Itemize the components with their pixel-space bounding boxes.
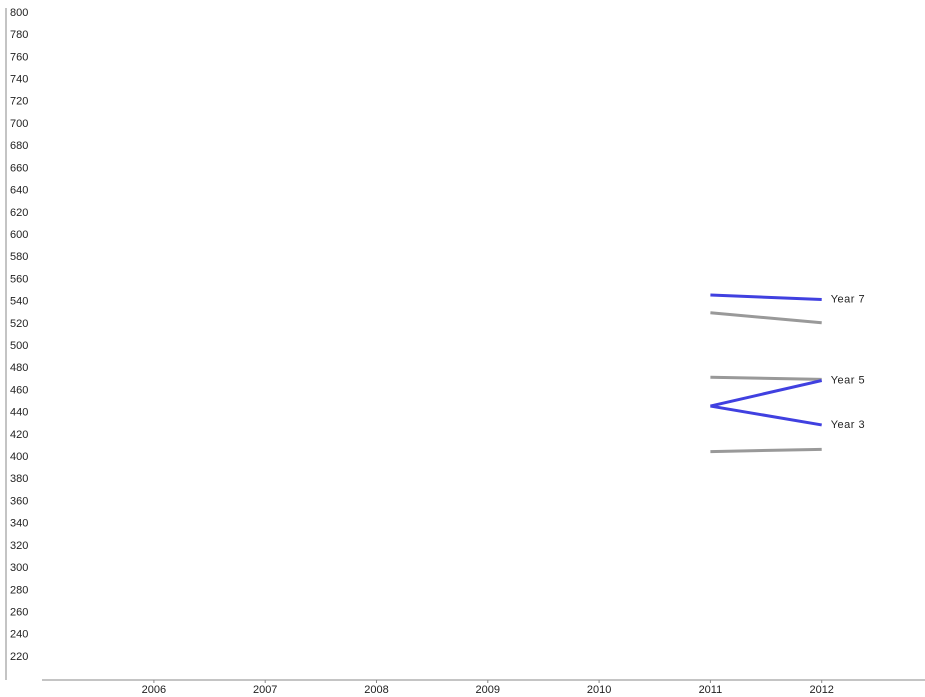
y-tick-label: 420 — [10, 429, 28, 441]
y-tick-label: 740 — [10, 74, 28, 86]
y-tick-label: 240 — [10, 629, 28, 641]
x-tick-label: 2007 — [253, 684, 277, 696]
series-line — [710, 293, 822, 301]
y-tick-label: 560 — [10, 273, 28, 285]
y-tick-label: 540 — [10, 296, 28, 308]
y-tick-label: 360 — [10, 495, 28, 507]
y-tick-label: 640 — [10, 185, 28, 197]
y-tick-label: 460 — [10, 384, 28, 396]
series-label: Year 7 — [831, 293, 865, 305]
series-line — [710, 404, 822, 427]
y-tick-label: 220 — [10, 651, 28, 663]
series-line — [710, 379, 823, 408]
x-tick-label: 2009 — [476, 684, 500, 696]
y-tick-label: 260 — [10, 606, 28, 618]
y-tick-label: 660 — [10, 162, 28, 174]
y-tick-label: 600 — [10, 229, 28, 241]
series-line — [710, 375, 822, 381]
y-tick-label: 440 — [10, 407, 28, 419]
y-tick-label: 780 — [10, 29, 28, 41]
x-tick-label: 2006 — [142, 684, 166, 696]
x-tick-label: 2011 — [699, 684, 723, 696]
y-tick-label: 300 — [10, 562, 28, 574]
x-tick-label: 2010 — [587, 684, 611, 696]
series-line — [710, 447, 822, 454]
y-tick-label: 700 — [10, 118, 28, 130]
y-tick-label: 280 — [10, 584, 28, 596]
y-tick-label: 680 — [10, 140, 28, 152]
series-label: Year 3 — [831, 419, 865, 431]
y-tick-label: 400 — [10, 451, 28, 463]
y-tick-label: 720 — [10, 96, 28, 108]
series-line — [710, 311, 822, 325]
y-tick-label: 480 — [10, 362, 28, 374]
y-tick-label: 760 — [10, 51, 28, 63]
y-tick-label: 800 — [10, 7, 28, 19]
x-tick-label: 2012 — [809, 684, 833, 696]
y-tick-label: 380 — [10, 473, 28, 485]
series-label: Year 5 — [831, 374, 865, 386]
y-tick-label: 340 — [10, 518, 28, 530]
x-tick-label: 2008 — [364, 684, 388, 696]
y-tick-label: 620 — [10, 207, 28, 219]
y-tick-label: 580 — [10, 251, 28, 263]
y-tick-label: 520 — [10, 318, 28, 330]
y-tick-label: 500 — [10, 340, 28, 352]
y-tick-label: 320 — [10, 540, 28, 552]
